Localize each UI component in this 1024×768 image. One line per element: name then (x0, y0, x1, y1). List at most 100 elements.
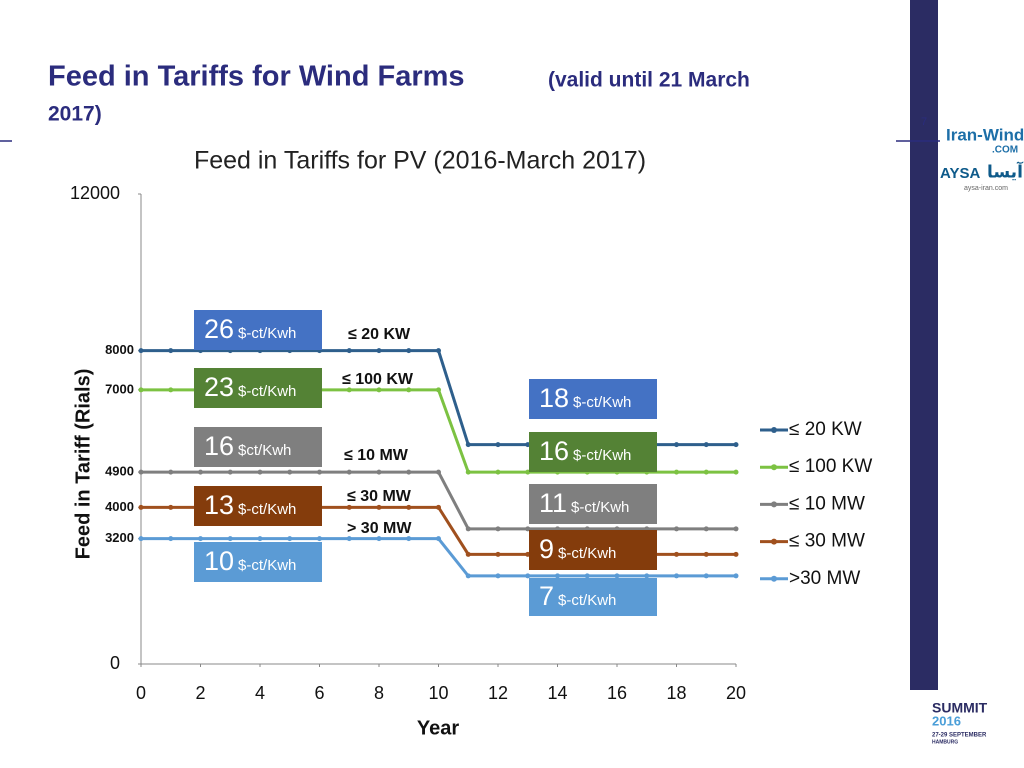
point (346, 536, 352, 542)
x-tick-label: 8 (374, 683, 384, 703)
annotation-box (529, 530, 657, 570)
annotation-number: 23 (204, 372, 234, 402)
annotation-unit: $-ct/Kwh (558, 545, 616, 562)
annotation-box (194, 542, 322, 582)
point (495, 551, 501, 557)
y-tick-label: 3200 (105, 530, 134, 545)
point (317, 536, 322, 542)
point (138, 469, 144, 475)
point (317, 469, 322, 475)
logo-text: آیسا (987, 160, 1024, 181)
logo-text: Iran-Wind (946, 125, 1024, 144)
point (733, 442, 739, 448)
line-label: ≤ 10 MW (344, 447, 409, 464)
legend-label: ≤ 100 KW (789, 456, 872, 477)
page-number: 7 (921, 116, 927, 128)
annotation-number: 13 (204, 490, 234, 520)
point (138, 536, 144, 542)
x-tick-label: 6 (314, 683, 324, 703)
point (644, 573, 650, 579)
x-tick-label: 20 (726, 683, 746, 703)
point (376, 348, 382, 354)
point (406, 536, 412, 542)
point (198, 469, 203, 475)
point (138, 504, 144, 510)
point (376, 387, 382, 393)
annotation-unit: $-ct/Kwh (238, 325, 296, 342)
point (376, 469, 382, 475)
point (674, 442, 679, 448)
legend-swatch (771, 501, 777, 508)
line-label: ≤ 20 KW (348, 326, 411, 343)
point (465, 573, 471, 579)
point (703, 573, 709, 579)
annotation-box (529, 484, 657, 524)
annotation-number: 10 (204, 546, 234, 576)
x-tick-label: 2 (195, 683, 205, 703)
point (406, 348, 412, 354)
point (614, 573, 620, 579)
annotation-number: 26 (204, 314, 234, 344)
chart-title: Feed in Tariffs for PV (2016-March 2017) (194, 147, 646, 175)
point (406, 469, 412, 475)
x-tick-label: 16 (607, 683, 627, 703)
point (227, 469, 233, 475)
logo-text: aysa-iran.com (964, 185, 1008, 192)
point (436, 387, 441, 393)
point (465, 551, 471, 557)
point (346, 387, 352, 393)
point (674, 573, 679, 579)
x-axis-label: Year (417, 717, 459, 739)
point (703, 551, 709, 557)
line-label: ≤ 100 KW (342, 371, 414, 388)
annotation-unit: $-ct/Kwh (571, 499, 629, 516)
annotation-number: 16 (204, 431, 234, 461)
annotation-number: 18 (539, 383, 569, 413)
point (733, 551, 739, 557)
annotation-box (529, 578, 657, 616)
point (674, 469, 679, 475)
legend-label: ≤ 30 MW (789, 531, 865, 552)
annotation-number: 11 (539, 488, 567, 518)
legend-swatch (771, 427, 777, 433)
line-label: > 30 MW (347, 520, 412, 537)
point (495, 526, 501, 532)
annotation-unit: $-ct/Kwh (238, 501, 296, 518)
point (376, 536, 382, 542)
point (198, 536, 203, 542)
point (465, 526, 471, 532)
point (733, 526, 739, 532)
point (138, 387, 144, 393)
slide-subtitle: 2017) (48, 103, 102, 126)
point (406, 387, 412, 393)
point (346, 504, 352, 510)
x-tick-label: 12 (488, 683, 508, 703)
legend-swatch (771, 575, 777, 582)
point (257, 469, 263, 475)
point (168, 504, 174, 510)
logo-text: AYSA (940, 165, 980, 182)
legend-swatch (771, 464, 777, 471)
logo-text: .COM (992, 145, 1018, 156)
point (584, 573, 590, 579)
annotation-number: 9 (539, 534, 554, 564)
annotation-box (194, 427, 322, 467)
point (555, 573, 560, 579)
logo-text: 2016 (932, 713, 961, 728)
point (703, 442, 709, 448)
annotation-unit: $-ct/Kwh (238, 383, 296, 400)
x-tick-label: 18 (666, 683, 686, 703)
annotation-box (194, 310, 322, 350)
annotation-box (529, 379, 657, 419)
point (287, 536, 293, 542)
point (495, 573, 501, 579)
logo-text: HAMBURG (932, 739, 958, 745)
x-tick-label: 14 (547, 683, 567, 703)
y-tick-label: 12000 (70, 183, 120, 203)
x-tick-label: 0 (136, 683, 146, 703)
point (168, 348, 174, 354)
point (674, 526, 679, 532)
annotation-unit: $-ct/Kwh (573, 394, 631, 411)
